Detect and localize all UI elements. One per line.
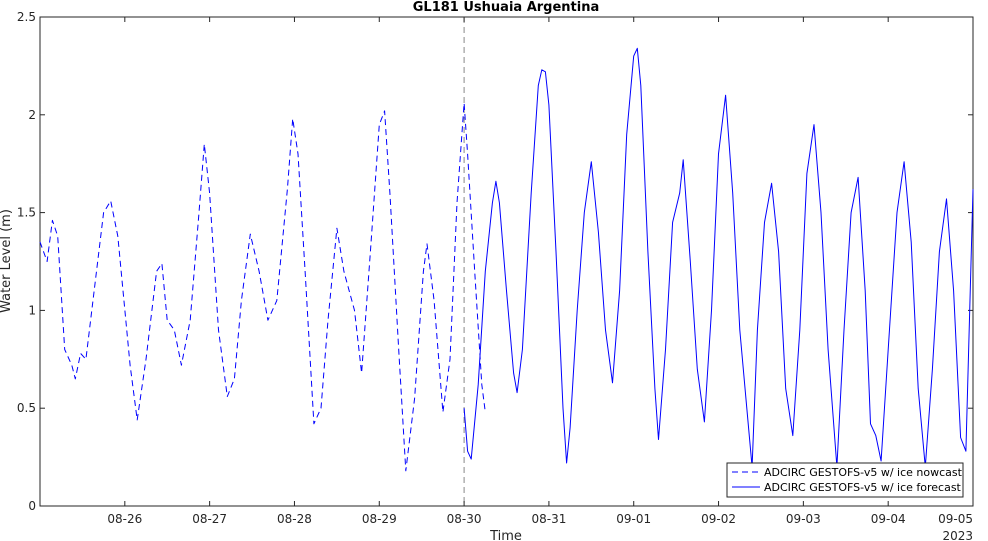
y-axis-label: Water Level (m) — [0, 209, 14, 313]
y-tick-label: 0.5 — [17, 401, 36, 415]
plot-area — [39, 16, 974, 507]
y-tick-label: 1 — [28, 303, 36, 317]
legend-box — [726, 462, 964, 498]
x-tick-label: 08-31 — [531, 512, 566, 526]
x-tick-label: 09-05 — [938, 512, 973, 526]
y-tick-label: 2 — [28, 108, 36, 122]
y-tick-label: 2.5 — [17, 10, 36, 24]
y-axis-ticks: 0 0.5 1 1.5 2 2.5 — [17, 10, 973, 513]
x-axis-label: Time — [489, 529, 522, 541]
year-label: 2023 — [942, 529, 973, 541]
x-tick-label: 08-28 — [277, 512, 312, 526]
x-tick-label: 08-30 — [447, 512, 482, 526]
legend-nowcast-label: ADCIRC GESTOFS-v5 w/ ice nowcast — [764, 466, 963, 479]
x-tick-label: 09-03 — [786, 512, 821, 526]
x-tick-label: 08-29 — [362, 512, 397, 526]
x-tick-label: 08-27 — [192, 512, 227, 526]
x-tick-label: 09-04 — [871, 512, 906, 526]
x-tick-label: 09-01 — [616, 512, 651, 526]
nowcast-series-line — [39, 102, 486, 472]
x-tick-label: 09-02 — [701, 512, 736, 526]
y-tick-label: 0 — [28, 499, 36, 513]
x-tick-label: 08-26 — [107, 512, 142, 526]
y-tick-label: 1.5 — [17, 206, 36, 220]
legend-forecast-label: ADCIRC GESTOFS-v5 w/ ice forecast — [764, 481, 962, 494]
x-axis-ticks: 08-26 08-27 08-28 08-29 08-30 08-31 09-01 09-02… — [107, 17, 974, 526]
series-layer — [39, 47, 974, 472]
legend: ADCIRC GESTOFS-v5 w/ ice nowcast ADCIRC … — [726, 462, 964, 498]
chart-title: GL181 Ushuaia Argentina — [413, 0, 600, 15]
forecast-series-line — [463, 47, 974, 468]
